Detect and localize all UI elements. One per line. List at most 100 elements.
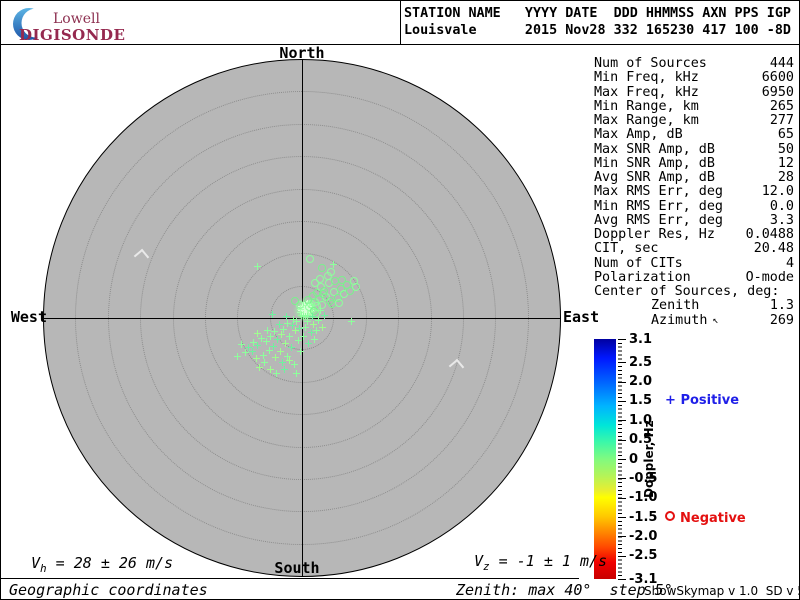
- stat-row: Zenith 1.3: [594, 299, 794, 313]
- header-divider: [1, 44, 800, 45]
- vertical-velocity-value: Vz = -1 ± 1 m/s: [474, 552, 607, 573]
- header-vertical-divider: [400, 1, 401, 44]
- colorbar-axis-label: Doppler, Hz: [642, 420, 656, 498]
- colorbar-major-tick: [618, 401, 626, 402]
- stat-label: Avg RMS Err, deg: [594, 214, 723, 228]
- colorbar-major-tick: [618, 382, 626, 383]
- compass-south-label: South: [267, 559, 327, 577]
- source-point-plus: [253, 355, 260, 362]
- source-point-plus: [234, 353, 241, 360]
- skymap-plot: [43, 59, 561, 577]
- source-point-plus: [288, 344, 295, 351]
- stat-value: O-mode: [746, 271, 794, 285]
- stat-label: Avg SNR Amp, dB: [594, 171, 715, 185]
- legend-negative-label: Negative: [680, 511, 746, 526]
- source-point-plus: [254, 263, 261, 270]
- logo-text-lowell: Lowell: [53, 11, 100, 27]
- stat-row: Min Range, km265: [594, 100, 794, 114]
- stat-value: 12.0: [762, 185, 794, 199]
- lowell-digisonde-logo: Lowell DIGISONDE: [9, 5, 121, 43]
- source-point-plus: [266, 347, 273, 354]
- zenith-scale-label: Zenith: max 40° step 5°: [456, 581, 673, 599]
- stat-value: 20.48: [754, 242, 794, 256]
- doppler-colorbar: [594, 339, 616, 579]
- stat-value: 1.3: [770, 299, 794, 313]
- stat-value: 6950: [762, 86, 794, 100]
- source-point-plus: [311, 336, 318, 343]
- stat-label: Max RMS Err, deg: [594, 185, 723, 199]
- colorbar-tick-label: 1.5: [629, 393, 652, 408]
- colorbar-major-tick: [618, 517, 626, 518]
- source-point-plus: [319, 324, 326, 331]
- source-point-plus: [254, 330, 261, 337]
- stat-value: 50: [778, 143, 794, 157]
- colorbar-tick-label: -2.0: [629, 529, 657, 544]
- source-point-plus: [274, 336, 281, 343]
- colorbar-tick-label: -2.5: [629, 548, 657, 563]
- stat-label: CIT, sec: [594, 242, 659, 256]
- stat-row: Max Range, km277: [594, 114, 794, 128]
- stats-panel: Num of Sources444Min Freq, kHz6600Max Fr…: [594, 57, 794, 328]
- legend-positive: + Positive: [665, 393, 739, 408]
- source-point-plus: [293, 370, 300, 377]
- source-point-plus: [242, 349, 249, 356]
- colorbar-major-tick: [618, 498, 626, 499]
- colorbar-tick-label: -1.5: [629, 510, 657, 525]
- stat-value: 65: [778, 128, 794, 142]
- stat-row: Min RMS Err, deg0.0: [594, 200, 794, 214]
- source-point-plus: [321, 312, 328, 319]
- stat-label: Zenith: [651, 299, 699, 313]
- stat-row: Min Freq, kHz6600: [594, 71, 794, 85]
- stat-value: 28: [778, 171, 794, 185]
- stat-row: Min SNR Amp, dB12: [594, 157, 794, 171]
- source-point-plus: [276, 321, 283, 328]
- stat-label: Num of CITs: [594, 257, 683, 271]
- stat-value: 4: [786, 257, 794, 271]
- source-point-plus: [238, 341, 245, 348]
- colorbar-tick-label: 2.0: [629, 374, 652, 389]
- stat-row: Avg SNR Amp, dB 28: [594, 171, 794, 185]
- source-point-plus: [348, 318, 355, 325]
- colorbar-tick-label: 2.5: [629, 355, 652, 370]
- colorbar-tick-label: 0: [629, 452, 638, 467]
- stat-label: Center of Sources, deg:: [594, 285, 779, 299]
- colorbar-major-tick: [618, 440, 626, 441]
- source-point-plus: [249, 348, 256, 355]
- source-point-plus: [281, 366, 288, 373]
- source-point-plus: [291, 361, 298, 368]
- stat-value: 265: [770, 100, 794, 114]
- stat-value: 3.3: [770, 214, 794, 228]
- footer-divider: [1, 578, 579, 579]
- source-point-plus: [256, 364, 263, 371]
- colorbar-major-tick: [618, 478, 626, 479]
- stat-row: Doppler Res, Hz0.0488: [594, 228, 794, 242]
- stat-row: Avg RMS Err, deg 3.3: [594, 214, 794, 228]
- source-point-plus: [273, 370, 280, 377]
- stat-value: 269: [770, 314, 794, 328]
- stat-label: Doppler Res, Hz: [594, 228, 715, 242]
- stat-label: Min Freq, kHz: [594, 71, 699, 85]
- source-point-plus: [272, 354, 279, 361]
- source-point-plus: [290, 316, 297, 323]
- source-point-plus: [283, 313, 290, 320]
- colorbar-major-tick: [618, 536, 626, 537]
- stat-value: 12: [778, 157, 794, 171]
- stat-value: 277: [770, 114, 794, 128]
- source-point-plus: [300, 333, 307, 340]
- stat-value: 444: [770, 57, 794, 71]
- showskymap-window: Lowell DIGISONDE STATION NAME YYYY DATE …: [0, 0, 800, 600]
- source-point-plus: [297, 348, 304, 355]
- header-column-titles: STATION NAME YYYY DATE DDD HHMMSS AXN PP…: [404, 6, 791, 21]
- stat-row: Max Freq, kHz 6950: [594, 86, 794, 100]
- colorbar-major-tick: [618, 420, 626, 421]
- software-version-label: ShowSkymap v 1.0 SD v 5.1: [644, 584, 800, 598]
- source-point-plus: [330, 261, 337, 268]
- compass-west-label: West: [9, 308, 47, 326]
- stat-row: Num of Sources444: [594, 57, 794, 71]
- stat-row: Max RMS Err, deg 12.0: [594, 185, 794, 199]
- stat-label: Max Freq, kHz: [594, 86, 699, 100]
- colorbar-major-tick: [618, 339, 626, 340]
- coordinate-system-label: Geographic coordinates: [9, 581, 208, 599]
- stat-label: Azimuth: [651, 314, 707, 328]
- source-point-plus: [260, 352, 267, 359]
